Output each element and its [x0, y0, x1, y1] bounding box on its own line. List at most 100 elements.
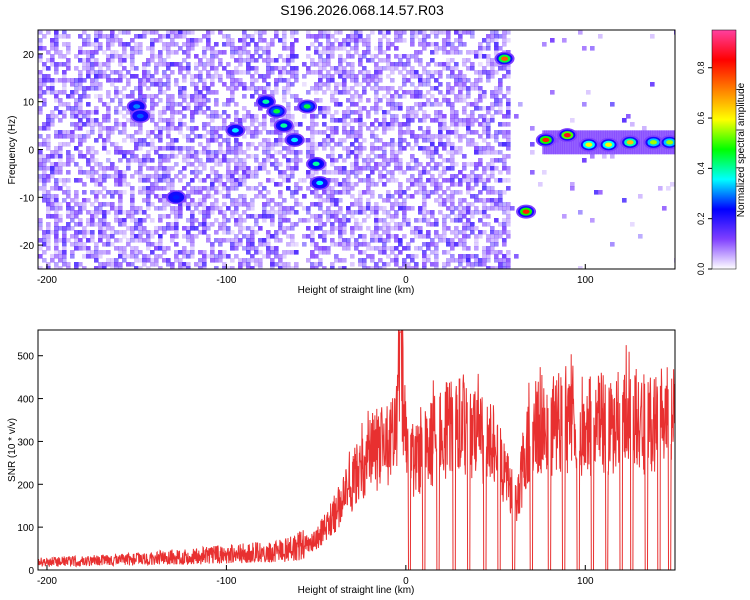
- spectrogram-cell: [122, 182, 127, 187]
- spectrogram-cell: [42, 138, 47, 143]
- spectrogram-cell: [150, 98, 155, 103]
- spectrogram-cell: [134, 74, 139, 79]
- spectrogram-cell: [466, 118, 471, 123]
- spectrogram-cell: [506, 166, 511, 171]
- spectrogram-cell: [262, 90, 267, 95]
- spectrogram-cell: [278, 226, 283, 231]
- colorbar-tick-label: 0.8: [696, 61, 706, 74]
- snr-y-tick-label: 200: [17, 480, 34, 491]
- spectrogram-cell: [218, 206, 223, 211]
- spectrogram-cell: [390, 246, 395, 251]
- spectrogram-cell: [398, 266, 403, 269]
- spectrogram-cell: [58, 226, 63, 231]
- spectrogram-cell: [54, 66, 59, 71]
- spectrogram-cell: [186, 154, 191, 159]
- spectrogram-cell: [74, 82, 79, 87]
- spectrogram-cell: [262, 78, 267, 83]
- spectrogram-cell: [342, 86, 347, 91]
- spectrogram-cell: [438, 126, 443, 131]
- spectrogram-cell: [74, 162, 79, 167]
- spectrogram-cell: [190, 30, 195, 35]
- spectrogram-cell: [150, 166, 155, 171]
- spectrogram-cell: [318, 214, 323, 219]
- spectrogram-cell: [470, 202, 475, 207]
- spectrogram-cell: [382, 86, 387, 91]
- spectrogram-cell: [238, 46, 243, 51]
- spectrogram-cell: [418, 182, 423, 187]
- spectrogram-cell: [498, 86, 503, 91]
- spectrogram-cell: [38, 158, 43, 163]
- spectrogram-cell: [330, 210, 335, 215]
- spectrogram-cell: [282, 90, 287, 95]
- spectrogram-cell: [450, 154, 455, 159]
- spectrogram-cell: [234, 46, 239, 51]
- spectrogram-cell: [50, 254, 55, 259]
- spectrogram-cell: [310, 86, 315, 91]
- spectrogram-cell: [66, 62, 71, 67]
- spectrogram-cell: [234, 254, 239, 259]
- spectrogram-cell: [50, 42, 55, 47]
- spectrogram-cell: [386, 158, 391, 163]
- spectrogram-cell: [274, 158, 279, 163]
- spectrogram-cell: [470, 66, 475, 71]
- spectrogram-cell: [294, 130, 299, 135]
- spectrogram-cell: [278, 134, 283, 139]
- spectrogram-cell: [218, 162, 223, 167]
- spectrogram-cell: [222, 226, 227, 231]
- spectrogram-cell: [490, 102, 495, 107]
- spectrogram-cell: [442, 66, 447, 71]
- spectrogram-cell: [274, 162, 279, 167]
- spectrogram-cell: [358, 58, 363, 63]
- spectrogram-cell: [390, 170, 395, 175]
- spectrogram-cell: [278, 266, 283, 269]
- spectrogram-cell: [366, 50, 371, 55]
- spectrogram-cell: [450, 142, 455, 147]
- spectrogram-cell: [198, 110, 203, 115]
- spectrogram-cell: [386, 230, 391, 235]
- spectrogram-cell: [158, 126, 163, 131]
- spectrogram-cell: [330, 42, 335, 47]
- spectrogram-cell: [54, 250, 59, 255]
- spectrogram-cell: [494, 230, 499, 235]
- spectrogram-cell: [486, 258, 491, 263]
- spectrogram-cell: [270, 58, 275, 63]
- spectrogram-cell: [350, 254, 355, 259]
- spectrogram-cell: [418, 190, 423, 195]
- spectrogram-cell: [50, 54, 55, 59]
- spectrogram-cell: [394, 222, 399, 227]
- spectrogram-cell: [398, 34, 403, 39]
- spectrogram-cell: [42, 154, 47, 159]
- spectrogram-cell: [62, 134, 67, 139]
- spectrogram-cell: [46, 230, 51, 235]
- spectrogram-cell: [102, 202, 107, 207]
- spectrogram-cell: [138, 42, 143, 47]
- spectrogram-cell: [466, 254, 471, 259]
- spectrogram-cell: [338, 258, 343, 263]
- spectrogram-cell: [462, 210, 467, 215]
- spectrogram-cell: [486, 178, 491, 183]
- spectrogram-cell: [378, 106, 383, 111]
- spectrogram-cell: [398, 102, 403, 107]
- spectrogram-cell: [486, 238, 491, 243]
- spectrogram-cell: [342, 166, 347, 171]
- spectrogram-cell: [458, 38, 463, 43]
- spectrogram-cell: [366, 174, 371, 179]
- spectrogram-cell: [382, 226, 387, 231]
- spectrogram-cell: [382, 118, 387, 123]
- spectrogram-cell: [82, 62, 87, 67]
- spectrogram-cell: [374, 90, 379, 95]
- spectrogram-cell: [366, 202, 371, 207]
- spectrogram-cell: [70, 242, 75, 247]
- spectrogram-cell: [206, 38, 211, 43]
- spectrogram-cell: [102, 146, 107, 151]
- spectrogram-cell: [334, 198, 339, 203]
- spectrogram-cell: [94, 30, 99, 35]
- spectrogram-cell: [122, 54, 127, 59]
- spectrogram-cell: [346, 190, 351, 195]
- spectrogram-cell: [390, 174, 395, 179]
- spectrogram-cell: [242, 94, 247, 99]
- spectrogram-cell: [46, 262, 51, 267]
- spectrogram-cell: [362, 70, 367, 75]
- spectrogram-cell: [490, 38, 495, 43]
- spectrogram-cell: [490, 226, 495, 231]
